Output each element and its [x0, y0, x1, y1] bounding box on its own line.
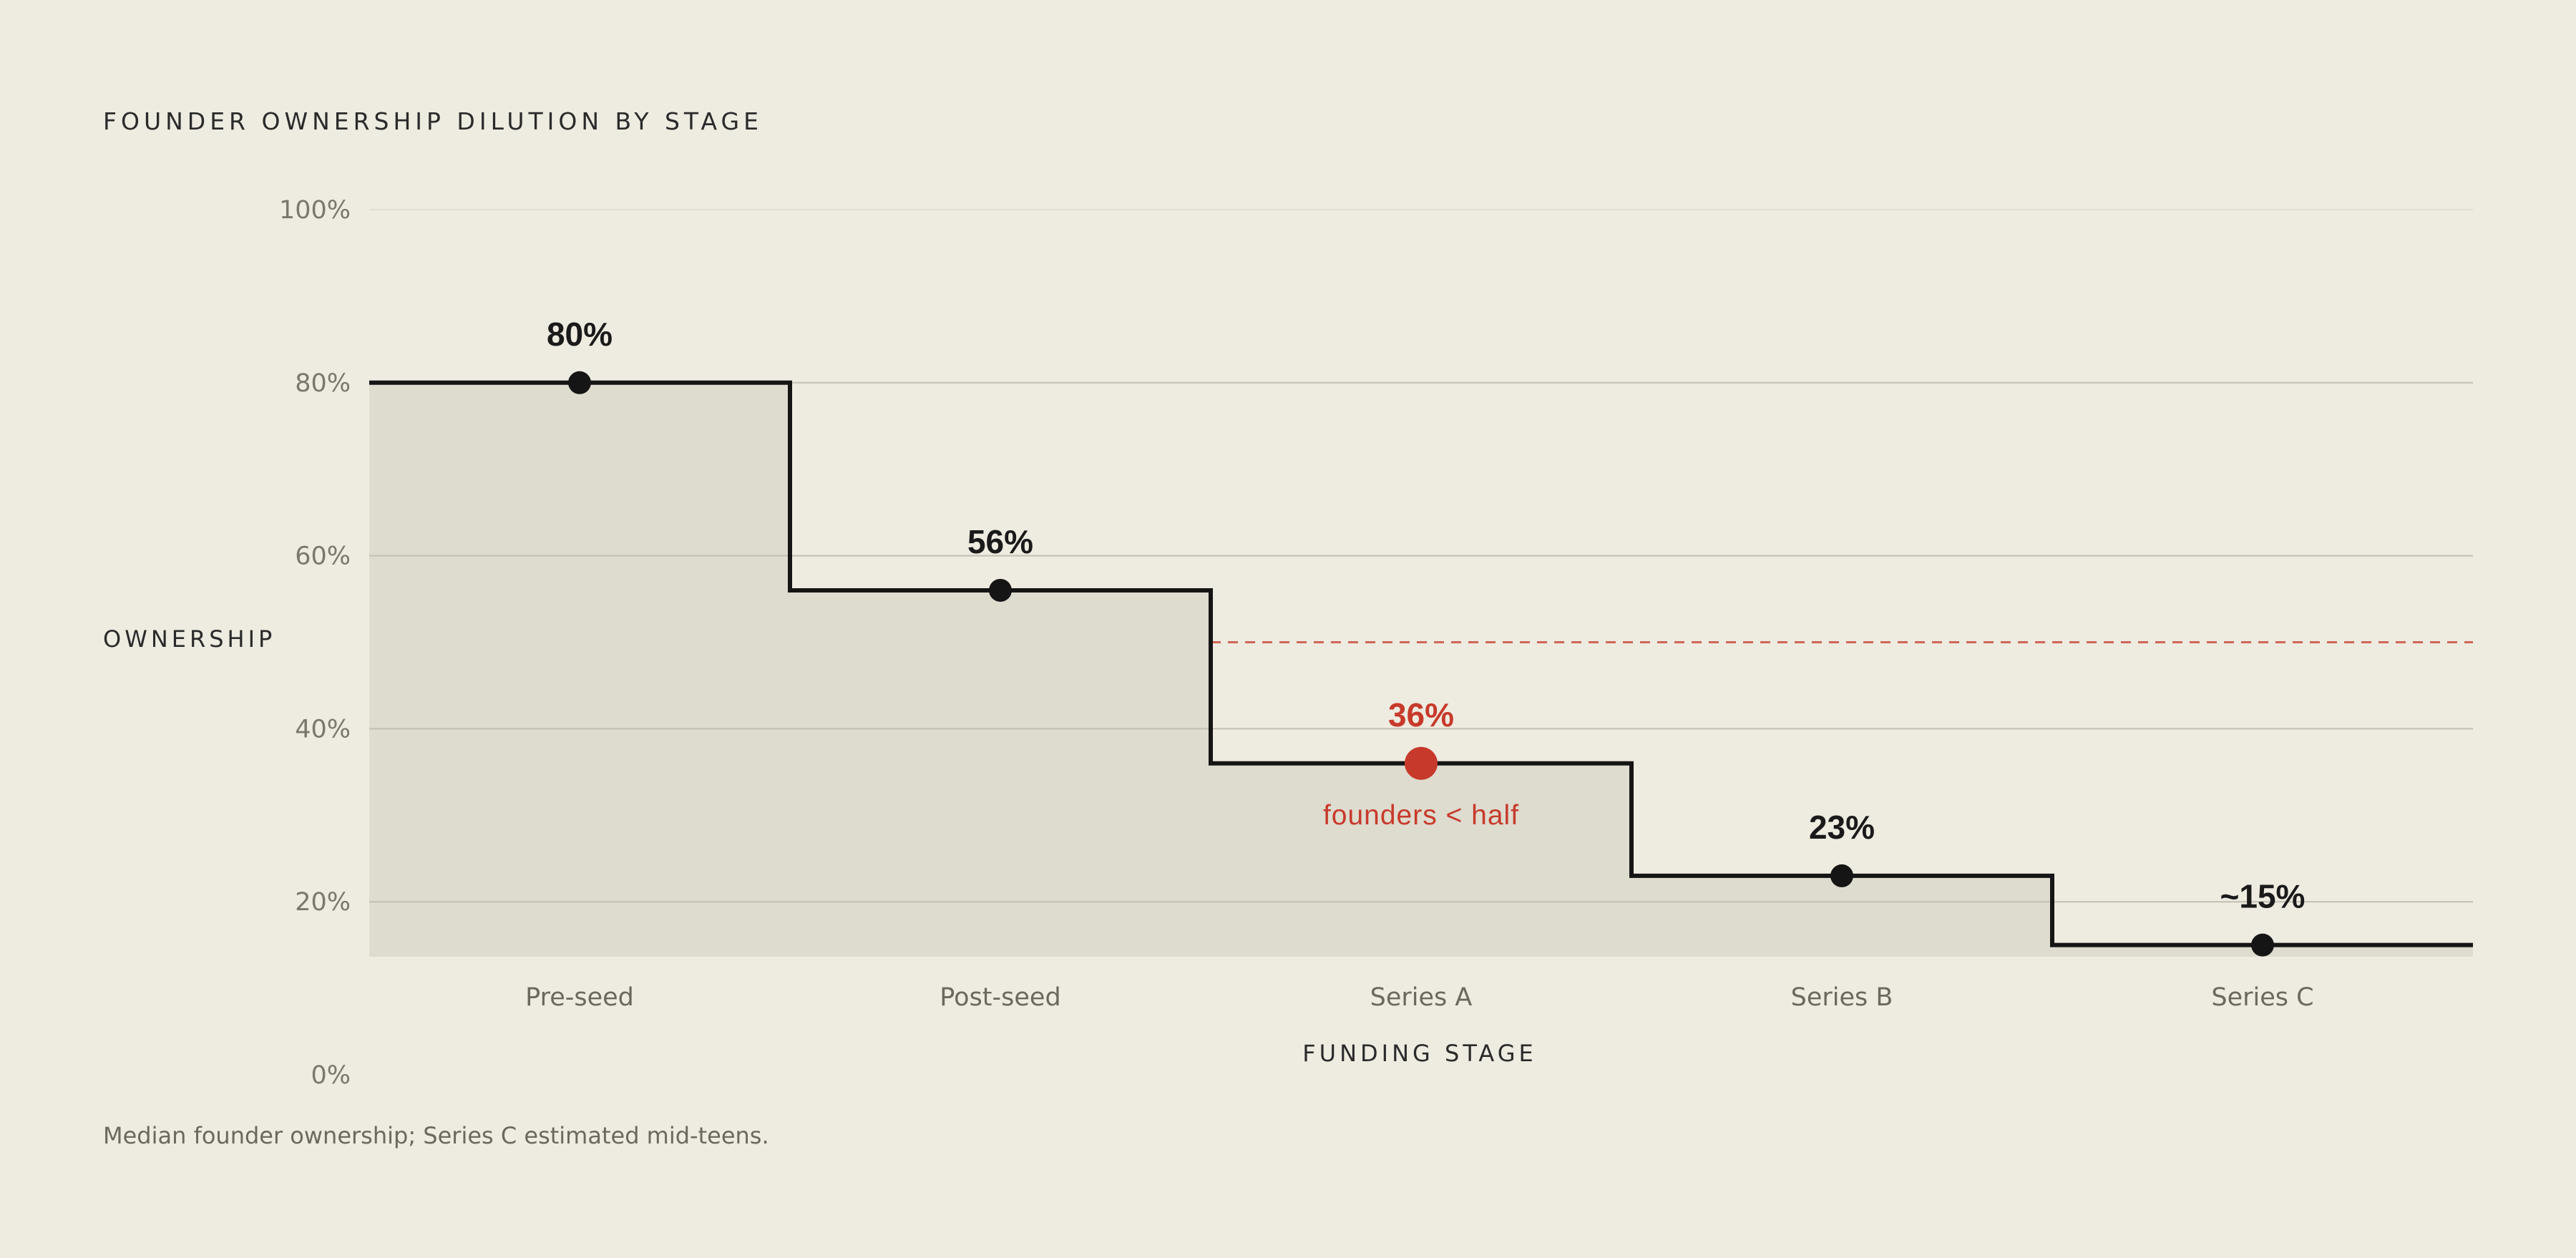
chart-title: FOUNDER OWNERSHIP DILUTION BY STAGE — [103, 107, 763, 135]
y-tick-label: 100% — [279, 196, 351, 225]
y-tick-label: 40% — [295, 715, 351, 743]
area-fill — [369, 382, 2473, 957]
highlight-annotation: founders < half — [1323, 800, 1519, 831]
data-point — [568, 371, 591, 394]
x-tick-label: Post-seed — [940, 983, 1060, 1012]
data-label: ~15% — [2220, 878, 2306, 915]
data-point — [2251, 933, 2274, 957]
data-label: 56% — [967, 523, 1033, 560]
x-tick-label: Series C — [2211, 983, 2313, 1012]
y-tick-label: 0% — [311, 1061, 351, 1090]
y-axis-title: OWNERSHIP — [103, 625, 276, 653]
data-label: 80% — [547, 316, 613, 353]
x-tick-label: Pre-seed — [525, 983, 634, 1012]
data-label: 23% — [1809, 809, 1875, 846]
data-point — [989, 578, 1012, 602]
y-tick-label: 80% — [295, 369, 351, 398]
x-tick-label: Series B — [1791, 983, 1893, 1012]
x-axis-title: FUNDING STAGE — [1302, 1040, 1537, 1067]
y-tick-label: 60% — [295, 542, 351, 571]
chart-footnote: Median founder ownership; Series C estim… — [103, 1122, 769, 1149]
y-tick-label: 20% — [295, 888, 351, 917]
data-label: 36% — [1388, 696, 1454, 733]
data-point — [1830, 864, 1853, 887]
data-point — [1405, 746, 1438, 780]
x-tick-label: Series A — [1370, 983, 1473, 1012]
